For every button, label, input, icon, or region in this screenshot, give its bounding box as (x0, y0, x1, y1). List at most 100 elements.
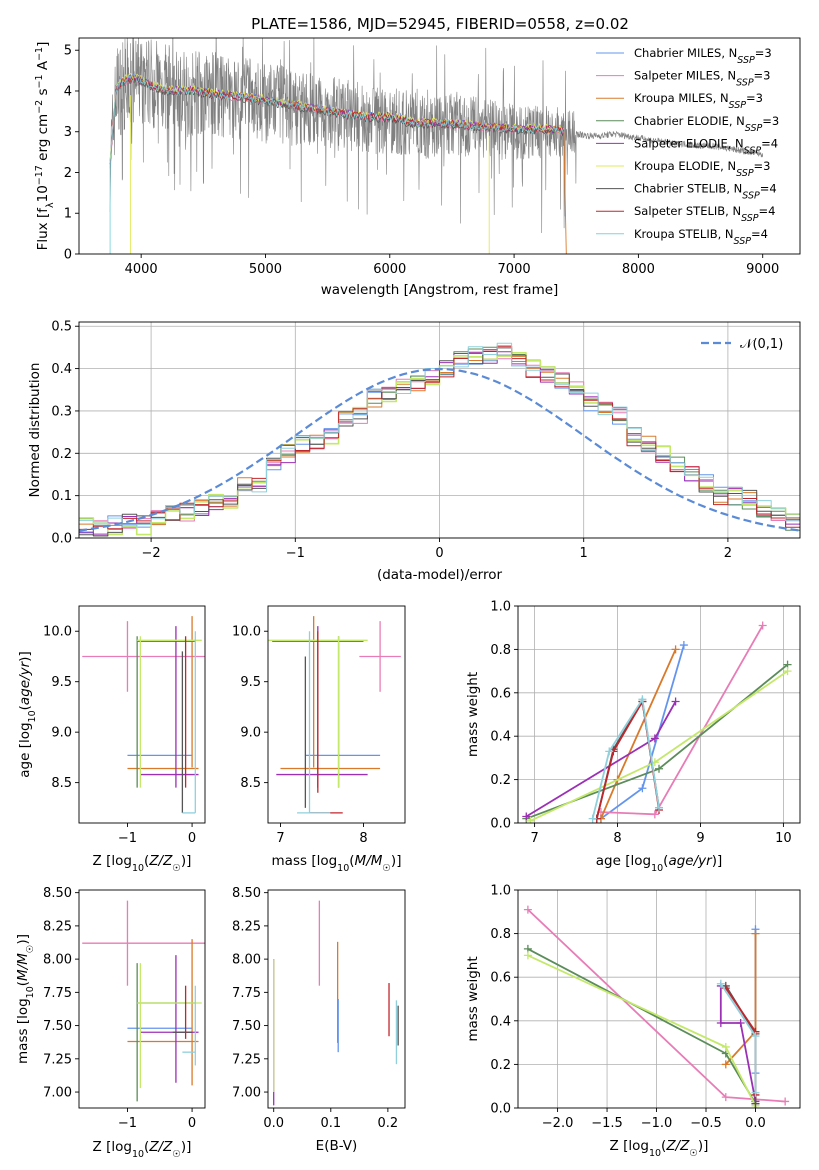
label-part: ( (144, 853, 149, 869)
y-tick-label: 5 (64, 44, 72, 59)
weight-marker (751, 1032, 760, 1041)
weight-marker (638, 784, 647, 793)
panel-residuals: −2 −1 0 1 2 0.0 0.1 0.2 0.3 0.4 0.5 (data-model)/er… (27, 320, 801, 583)
label-part: Salpeter MILES, N (634, 69, 736, 83)
y-axis-label: Normed distribution (27, 363, 43, 498)
x-tick-label: −1 (118, 831, 137, 846)
y-tick-label: 8.50 (43, 886, 72, 901)
x-tick-label: 8 (613, 831, 621, 846)
weight-line (591, 698, 660, 819)
x-tick-label: 6000 (373, 262, 406, 277)
legend-entry: Chabrier ELODIE, NSSP=3 (634, 114, 779, 134)
label-part: Z/Z (148, 1139, 173, 1155)
plot-area-weight-vs-Z (518, 890, 800, 1108)
y-tick-label: 0.5 (51, 320, 72, 335)
y-tick-label: 8.50 (232, 886, 261, 901)
label-part: =4 (759, 204, 776, 218)
weight-marker (783, 667, 792, 676)
y-tick-label: 1.0 (490, 884, 511, 899)
panel-mass-vs-Z: −1 07.007.257.507.758.008.258.50Z [log10(… (15, 886, 206, 1160)
x-tick-label: 0.0 (263, 1116, 284, 1131)
label-part: Salpeter STELIB, N (634, 204, 741, 218)
x-tick-label: 9000 (746, 262, 779, 277)
y-tick-label: 7.50 (43, 1019, 72, 1034)
x-axis-label: Z [log10(Z/Z☉)] (93, 1139, 192, 1160)
axes-frame (267, 889, 406, 1109)
y-axis-label: age [log10(age/yr)] (17, 651, 38, 777)
y-tick-label: 1 (64, 207, 72, 222)
label-part: ☉ (689, 1148, 698, 1159)
label-part: =4 (760, 182, 777, 196)
weight-marker (671, 645, 680, 654)
weight-marker (523, 905, 532, 914)
axes-frame (78, 37, 801, 255)
weight-marker (721, 1093, 730, 1102)
weight-marker (716, 1018, 725, 1027)
x-tick-label: −2 (142, 546, 161, 561)
y-tick-label: 0.6 (490, 971, 511, 986)
y-tick-label: 0.0 (490, 817, 511, 832)
label-part: −17 (34, 165, 45, 185)
label-part: ] (35, 42, 51, 47)
y-tick-label: 0.2 (490, 773, 511, 788)
label-part: 10 (132, 1149, 144, 1160)
gaussian-curve (79, 367, 800, 532)
model-edge (563, 131, 567, 254)
observed-spectrum (109, 38, 763, 233)
label-part: =3 (754, 69, 771, 83)
weight-marker (638, 695, 647, 704)
x-tick-label: 0.1 (320, 1116, 341, 1131)
y-axis-label: mass weight (465, 956, 481, 1041)
label-part: =4 (761, 136, 778, 150)
x-tick-label: −1 (118, 1116, 137, 1131)
x-tick-label: 8000 (622, 262, 655, 277)
weight-line (725, 985, 757, 1104)
weight-marker (751, 1099, 760, 1108)
legend-entry: Salpeter MILES, NSSP=3 (634, 69, 771, 89)
label-part: SSP (736, 168, 754, 179)
axes-frame (78, 605, 206, 824)
y-tick-label: 4 (64, 84, 72, 99)
axes-frame (517, 605, 801, 824)
label-part: λ (45, 202, 56, 208)
label-part: =4 (751, 227, 768, 241)
label-part: age [log (596, 853, 651, 869)
weight-marker (751, 1088, 760, 1097)
y-tick-label: 7.25 (43, 1052, 72, 1067)
x-axis-label: (data-model)/error (377, 567, 503, 583)
y-tick-label: 10.0 (43, 625, 72, 640)
legend-entry: Kroupa STELIB, NSSP=4 (634, 227, 768, 247)
plot-area-mass-vs-Z (82, 900, 205, 1102)
weight-marker (751, 929, 760, 938)
label-part: =3 (762, 114, 779, 128)
legend-entry: Kroupa ELODIE, NSSP=3 (634, 159, 771, 179)
y-axis-label: mass weight (465, 672, 481, 757)
label-part: −1 (34, 74, 45, 88)
label-part: )] (181, 853, 192, 869)
label-part: SSP (736, 77, 754, 88)
label-part: )] (698, 1138, 709, 1154)
axes-frame (78, 889, 206, 1109)
y-tick-label: 8.25 (232, 919, 261, 934)
x-tick-label: 0 (188, 1116, 196, 1131)
label-part: ( (17, 705, 33, 710)
label-part: −2 (34, 100, 45, 114)
x-axis-label: age [log10(age/yr)] (596, 853, 722, 874)
x-tick-label: 0 (188, 831, 196, 846)
label-part: Chabrier MILES, N (634, 46, 737, 60)
y-tick-label: 0.2 (51, 447, 72, 462)
y-tick-label: 0.4 (490, 1014, 511, 1029)
label-part: mass [log (15, 998, 31, 1064)
label-part: −1 (34, 47, 45, 61)
label-part: =3 (754, 159, 771, 173)
x-tick-label: 0 (435, 546, 443, 561)
label-part: Flux [f (35, 207, 51, 251)
legend-entry: Kroupa MILES, NSSP=3 (634, 91, 763, 111)
label-part: ( (661, 1138, 666, 1154)
x-axis-label: wavelength [Angstrom, rest frame] (321, 282, 559, 298)
label-part: Z/Z (665, 1138, 690, 1154)
label-part: s (35, 88, 51, 99)
y-tick-label: 2 (64, 166, 72, 181)
label-part: Kroupa MILES, N (634, 91, 729, 105)
label-part: SSP (742, 190, 760, 201)
